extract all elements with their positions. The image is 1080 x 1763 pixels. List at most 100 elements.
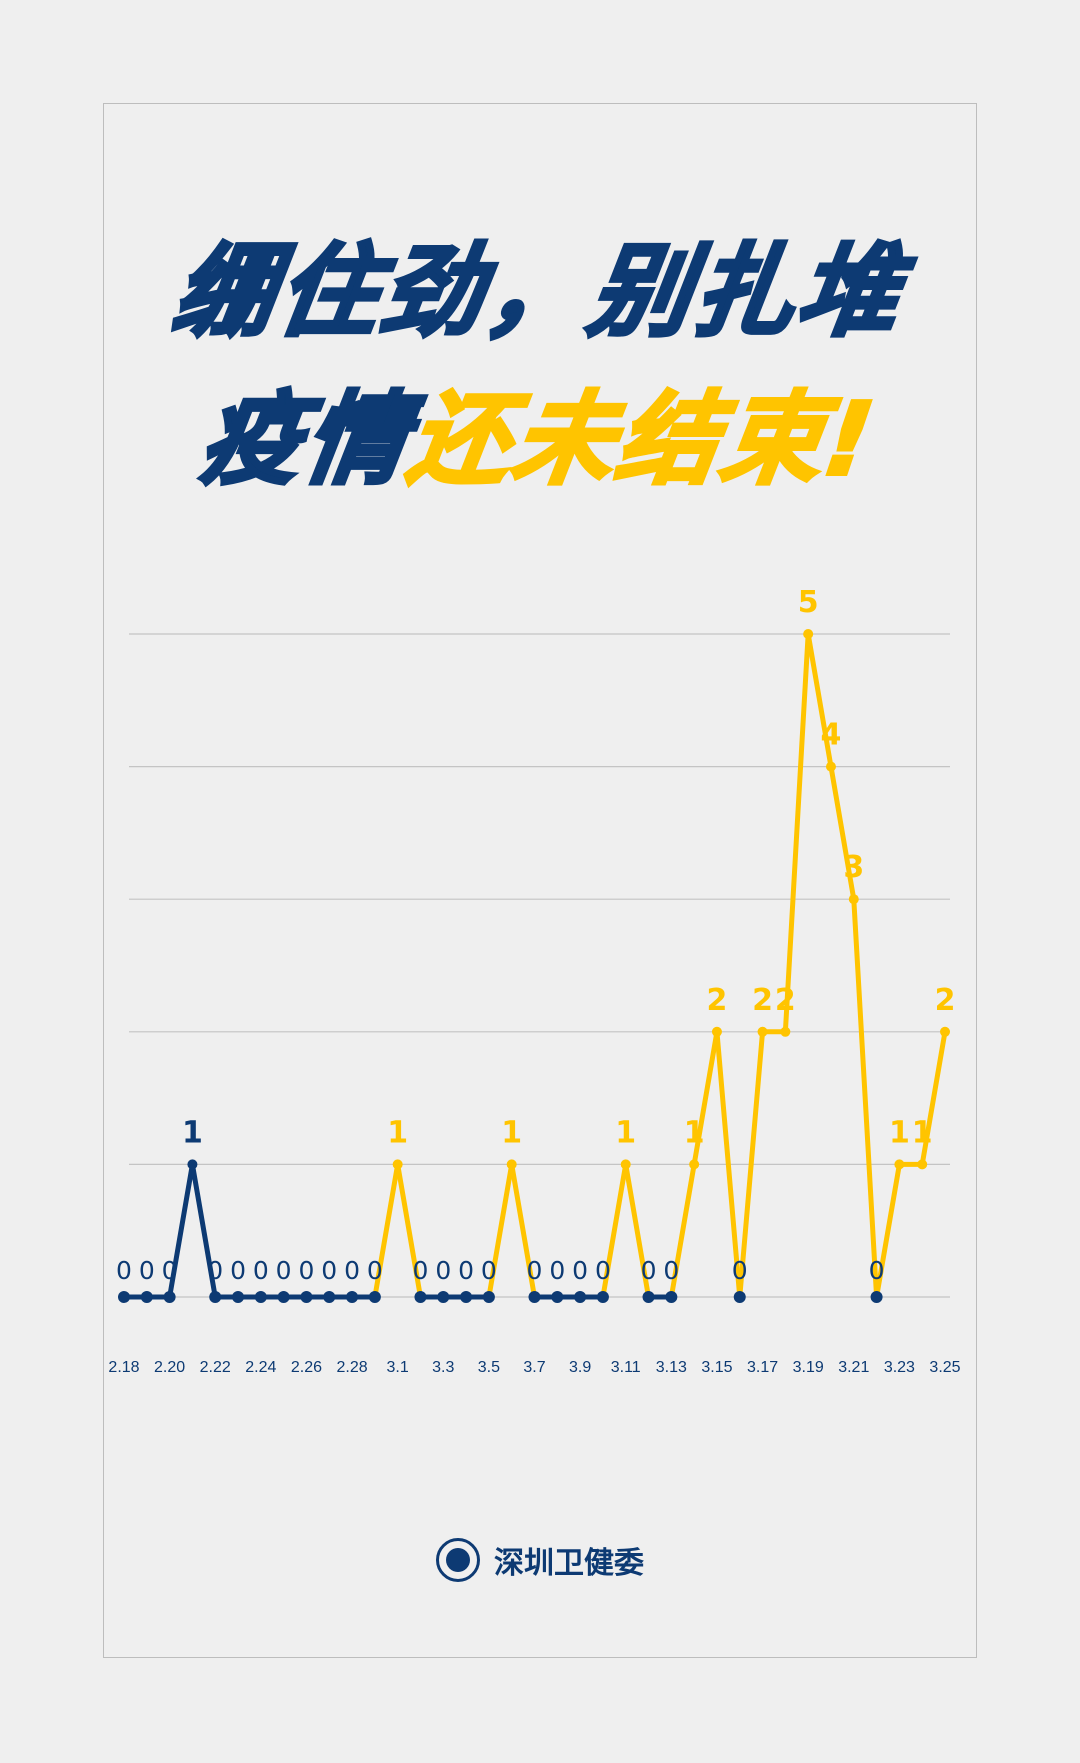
data-point (848, 894, 859, 905)
x-tick-label: 3.11 (611, 1359, 641, 1376)
x-tick-label: 3.7 (523, 1359, 545, 1376)
series-segment (782, 631, 811, 1035)
x-tick-label: 2.18 (108, 1359, 139, 1376)
x-tick-label: 3.23 (884, 1359, 915, 1376)
data-point (757, 1026, 768, 1037)
data-point (733, 1291, 746, 1303)
data-point (414, 1291, 427, 1303)
data-label: 1 (182, 1115, 203, 1150)
x-tick-label: 2.24 (245, 1359, 276, 1376)
data-label: 0 (641, 1256, 657, 1285)
data-point (277, 1291, 290, 1303)
emblem-icon (436, 1538, 480, 1582)
series-segment (874, 1161, 902, 1300)
data-label: 2 (752, 983, 773, 1018)
data-label: 0 (139, 1256, 155, 1285)
data-label: 2 (775, 983, 796, 1018)
series-segment (395, 1161, 423, 1300)
data-point (825, 761, 836, 772)
data-point (711, 1026, 722, 1037)
x-tick-label: 3.25 (929, 1359, 960, 1376)
data-label: 0 (116, 1256, 132, 1285)
series-segment (486, 1161, 515, 1300)
data-point (368, 1291, 381, 1303)
data-label: 0 (253, 1256, 269, 1285)
series-segment (623, 1161, 652, 1300)
data-point (642, 1291, 655, 1303)
data-label: 1 (912, 1115, 933, 1150)
series-segment (805, 631, 834, 770)
data-label: 0 (230, 1256, 246, 1285)
data-point (689, 1159, 700, 1170)
data-label: 0 (435, 1256, 451, 1285)
data-label: 1 (889, 1115, 910, 1150)
x-tick-label: 3.19 (793, 1359, 824, 1376)
data-point (596, 1291, 609, 1303)
data-point (506, 1159, 517, 1170)
data-point (300, 1291, 313, 1303)
x-tick-label: 3.3 (432, 1359, 454, 1376)
data-label: 0 (595, 1256, 611, 1285)
data-label: 0 (663, 1256, 679, 1285)
data-label: 0 (413, 1256, 429, 1285)
x-tick-label: 3.1 (387, 1359, 409, 1376)
x-tick-label: 3.13 (656, 1359, 687, 1376)
x-tick-label: 3.9 (569, 1359, 591, 1376)
data-point (187, 1159, 198, 1170)
x-tick-label: 2.22 (200, 1359, 231, 1376)
data-label: 0 (572, 1256, 588, 1285)
data-label: 0 (869, 1256, 885, 1285)
data-point (323, 1291, 336, 1303)
series-segment (714, 1029, 743, 1300)
data-label: 0 (549, 1256, 565, 1285)
data-point (482, 1291, 495, 1303)
data-label: 1 (684, 1115, 705, 1150)
data-point (803, 629, 814, 639)
series-segment (167, 1161, 195, 1300)
x-tick-label: 2.20 (154, 1359, 185, 1376)
data-label: 2 (707, 983, 728, 1018)
data-label: 0 (527, 1256, 543, 1285)
data-point (254, 1291, 267, 1303)
series-segment (509, 1161, 537, 1300)
data-label: 1 (501, 1115, 522, 1150)
x-tick-label: 2.26 (291, 1359, 322, 1376)
series-segment (851, 896, 880, 1300)
data-point (894, 1159, 905, 1170)
data-label: 0 (298, 1256, 314, 1285)
series-segment (828, 764, 857, 902)
x-tick-label: 3.15 (701, 1359, 732, 1376)
poster-frame (103, 103, 977, 1658)
data-point (917, 1159, 928, 1170)
series-segment (737, 1029, 766, 1300)
series-segment (919, 1029, 948, 1167)
data-point (118, 1291, 130, 1303)
data-label: 3 (843, 850, 864, 885)
data-point (437, 1291, 450, 1303)
data-point (870, 1291, 883, 1303)
data-label: 5 (798, 585, 819, 620)
data-label: 0 (207, 1256, 223, 1285)
data-point (460, 1291, 473, 1303)
data-point (528, 1291, 541, 1303)
series-segment (668, 1161, 697, 1300)
data-point (780, 1026, 791, 1037)
data-label: 0 (481, 1256, 497, 1285)
data-label: 0 (162, 1256, 178, 1285)
footer: 深圳卫健委 (0, 1538, 1080, 1582)
org-name: 深圳卫健委 (494, 1546, 644, 1581)
data-point (163, 1291, 176, 1303)
data-label: 1 (387, 1115, 408, 1150)
data-point (140, 1291, 153, 1303)
data-point (209, 1291, 222, 1303)
data-point (346, 1291, 359, 1303)
data-label: 0 (276, 1256, 292, 1285)
data-label: 0 (344, 1256, 360, 1285)
data-label: 0 (458, 1256, 474, 1285)
data-point (574, 1291, 587, 1303)
data-label: 4 (821, 718, 842, 753)
data-label: 0 (732, 1256, 748, 1285)
series-segment (372, 1161, 401, 1300)
x-tick-label: 3.17 (747, 1359, 778, 1376)
